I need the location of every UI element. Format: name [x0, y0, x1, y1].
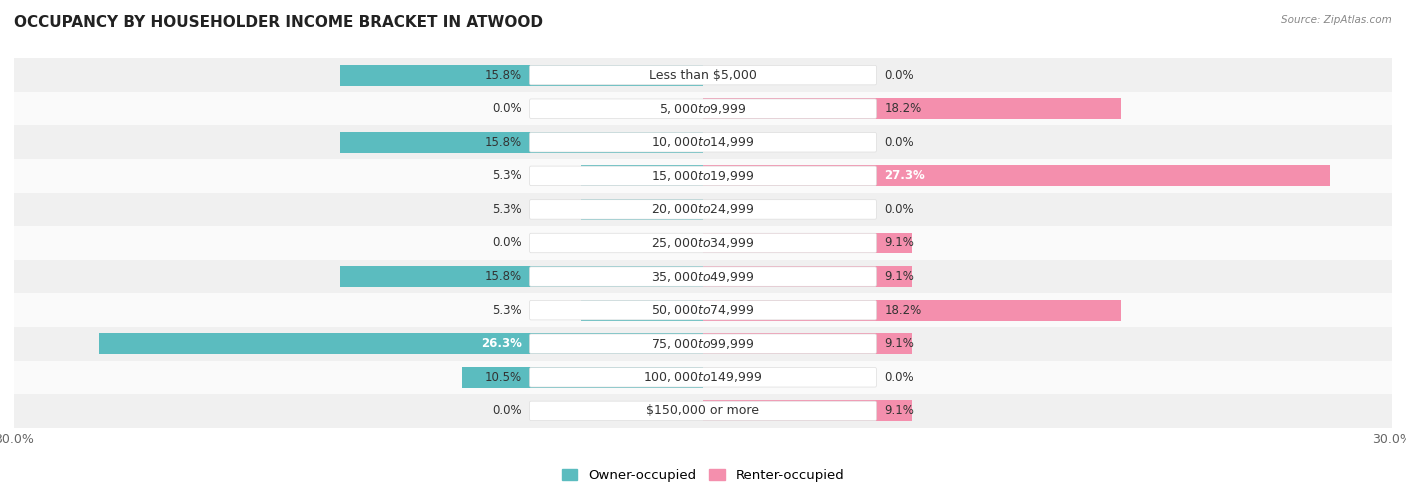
FancyBboxPatch shape	[530, 200, 876, 219]
FancyBboxPatch shape	[530, 99, 876, 119]
Bar	[14, 159, 1392, 192]
Text: 5.3%: 5.3%	[492, 169, 522, 182]
Legend: Owner-occupied, Renter-occupied: Owner-occupied, Renter-occupied	[557, 464, 849, 486]
Text: 0.0%: 0.0%	[492, 102, 522, 115]
Text: $5,000 to $9,999: $5,000 to $9,999	[659, 102, 747, 116]
Text: 0.0%: 0.0%	[884, 69, 914, 82]
FancyBboxPatch shape	[530, 334, 876, 353]
Bar	[461, 367, 703, 388]
Bar	[703, 300, 1121, 321]
Bar	[703, 400, 912, 421]
Text: 9.1%: 9.1%	[884, 404, 914, 417]
Bar	[14, 394, 1392, 428]
Bar	[14, 192, 1392, 226]
Text: 27.3%: 27.3%	[884, 169, 925, 182]
Bar	[703, 266, 912, 287]
FancyBboxPatch shape	[530, 66, 876, 85]
Text: OCCUPANCY BY HOUSEHOLDER INCOME BRACKET IN ATWOOD: OCCUPANCY BY HOUSEHOLDER INCOME BRACKET …	[14, 15, 543, 30]
Text: 15.8%: 15.8%	[485, 69, 522, 82]
Text: 0.0%: 0.0%	[884, 136, 914, 149]
Bar	[581, 199, 703, 220]
Text: Source: ZipAtlas.com: Source: ZipAtlas.com	[1281, 15, 1392, 25]
Bar	[14, 125, 1392, 159]
Text: 5.3%: 5.3%	[492, 203, 522, 216]
Text: $20,000 to $24,999: $20,000 to $24,999	[651, 203, 755, 216]
Text: $50,000 to $74,999: $50,000 to $74,999	[651, 303, 755, 317]
Bar	[14, 361, 1392, 394]
Text: 10.5%: 10.5%	[485, 371, 522, 384]
Bar	[581, 165, 703, 186]
Text: 5.3%: 5.3%	[492, 304, 522, 317]
Bar	[340, 65, 703, 86]
Text: $15,000 to $19,999: $15,000 to $19,999	[651, 169, 755, 183]
FancyBboxPatch shape	[530, 300, 876, 320]
Text: 9.1%: 9.1%	[884, 337, 914, 350]
Bar	[703, 233, 912, 253]
Bar	[14, 92, 1392, 125]
Bar	[14, 294, 1392, 327]
Bar	[340, 266, 703, 287]
FancyBboxPatch shape	[530, 233, 876, 253]
Bar	[581, 300, 703, 321]
FancyBboxPatch shape	[530, 166, 876, 186]
Bar	[98, 333, 703, 354]
Text: 9.1%: 9.1%	[884, 237, 914, 249]
Bar	[703, 333, 912, 354]
Text: $25,000 to $34,999: $25,000 to $34,999	[651, 236, 755, 250]
Bar	[14, 327, 1392, 361]
Text: 0.0%: 0.0%	[492, 404, 522, 417]
Text: 0.0%: 0.0%	[884, 203, 914, 216]
Text: $35,000 to $49,999: $35,000 to $49,999	[651, 270, 755, 283]
Bar	[14, 58, 1392, 92]
Text: 0.0%: 0.0%	[884, 371, 914, 384]
Text: 18.2%: 18.2%	[884, 102, 922, 115]
Bar	[14, 226, 1392, 260]
Text: 0.0%: 0.0%	[492, 237, 522, 249]
Text: Less than $5,000: Less than $5,000	[650, 69, 756, 82]
FancyBboxPatch shape	[530, 267, 876, 286]
FancyBboxPatch shape	[530, 133, 876, 152]
Bar	[340, 132, 703, 153]
Text: 26.3%: 26.3%	[481, 337, 522, 350]
Text: 15.8%: 15.8%	[485, 270, 522, 283]
Text: 15.8%: 15.8%	[485, 136, 522, 149]
Text: 18.2%: 18.2%	[884, 304, 922, 317]
Bar	[14, 260, 1392, 294]
Text: $150,000 or more: $150,000 or more	[647, 404, 759, 417]
FancyBboxPatch shape	[530, 401, 876, 420]
Bar	[703, 98, 1121, 119]
Text: 9.1%: 9.1%	[884, 270, 914, 283]
Text: $10,000 to $14,999: $10,000 to $14,999	[651, 135, 755, 149]
Bar	[703, 165, 1330, 186]
Text: $75,000 to $99,999: $75,000 to $99,999	[651, 337, 755, 351]
FancyBboxPatch shape	[530, 367, 876, 387]
Text: $100,000 to $149,999: $100,000 to $149,999	[644, 370, 762, 384]
